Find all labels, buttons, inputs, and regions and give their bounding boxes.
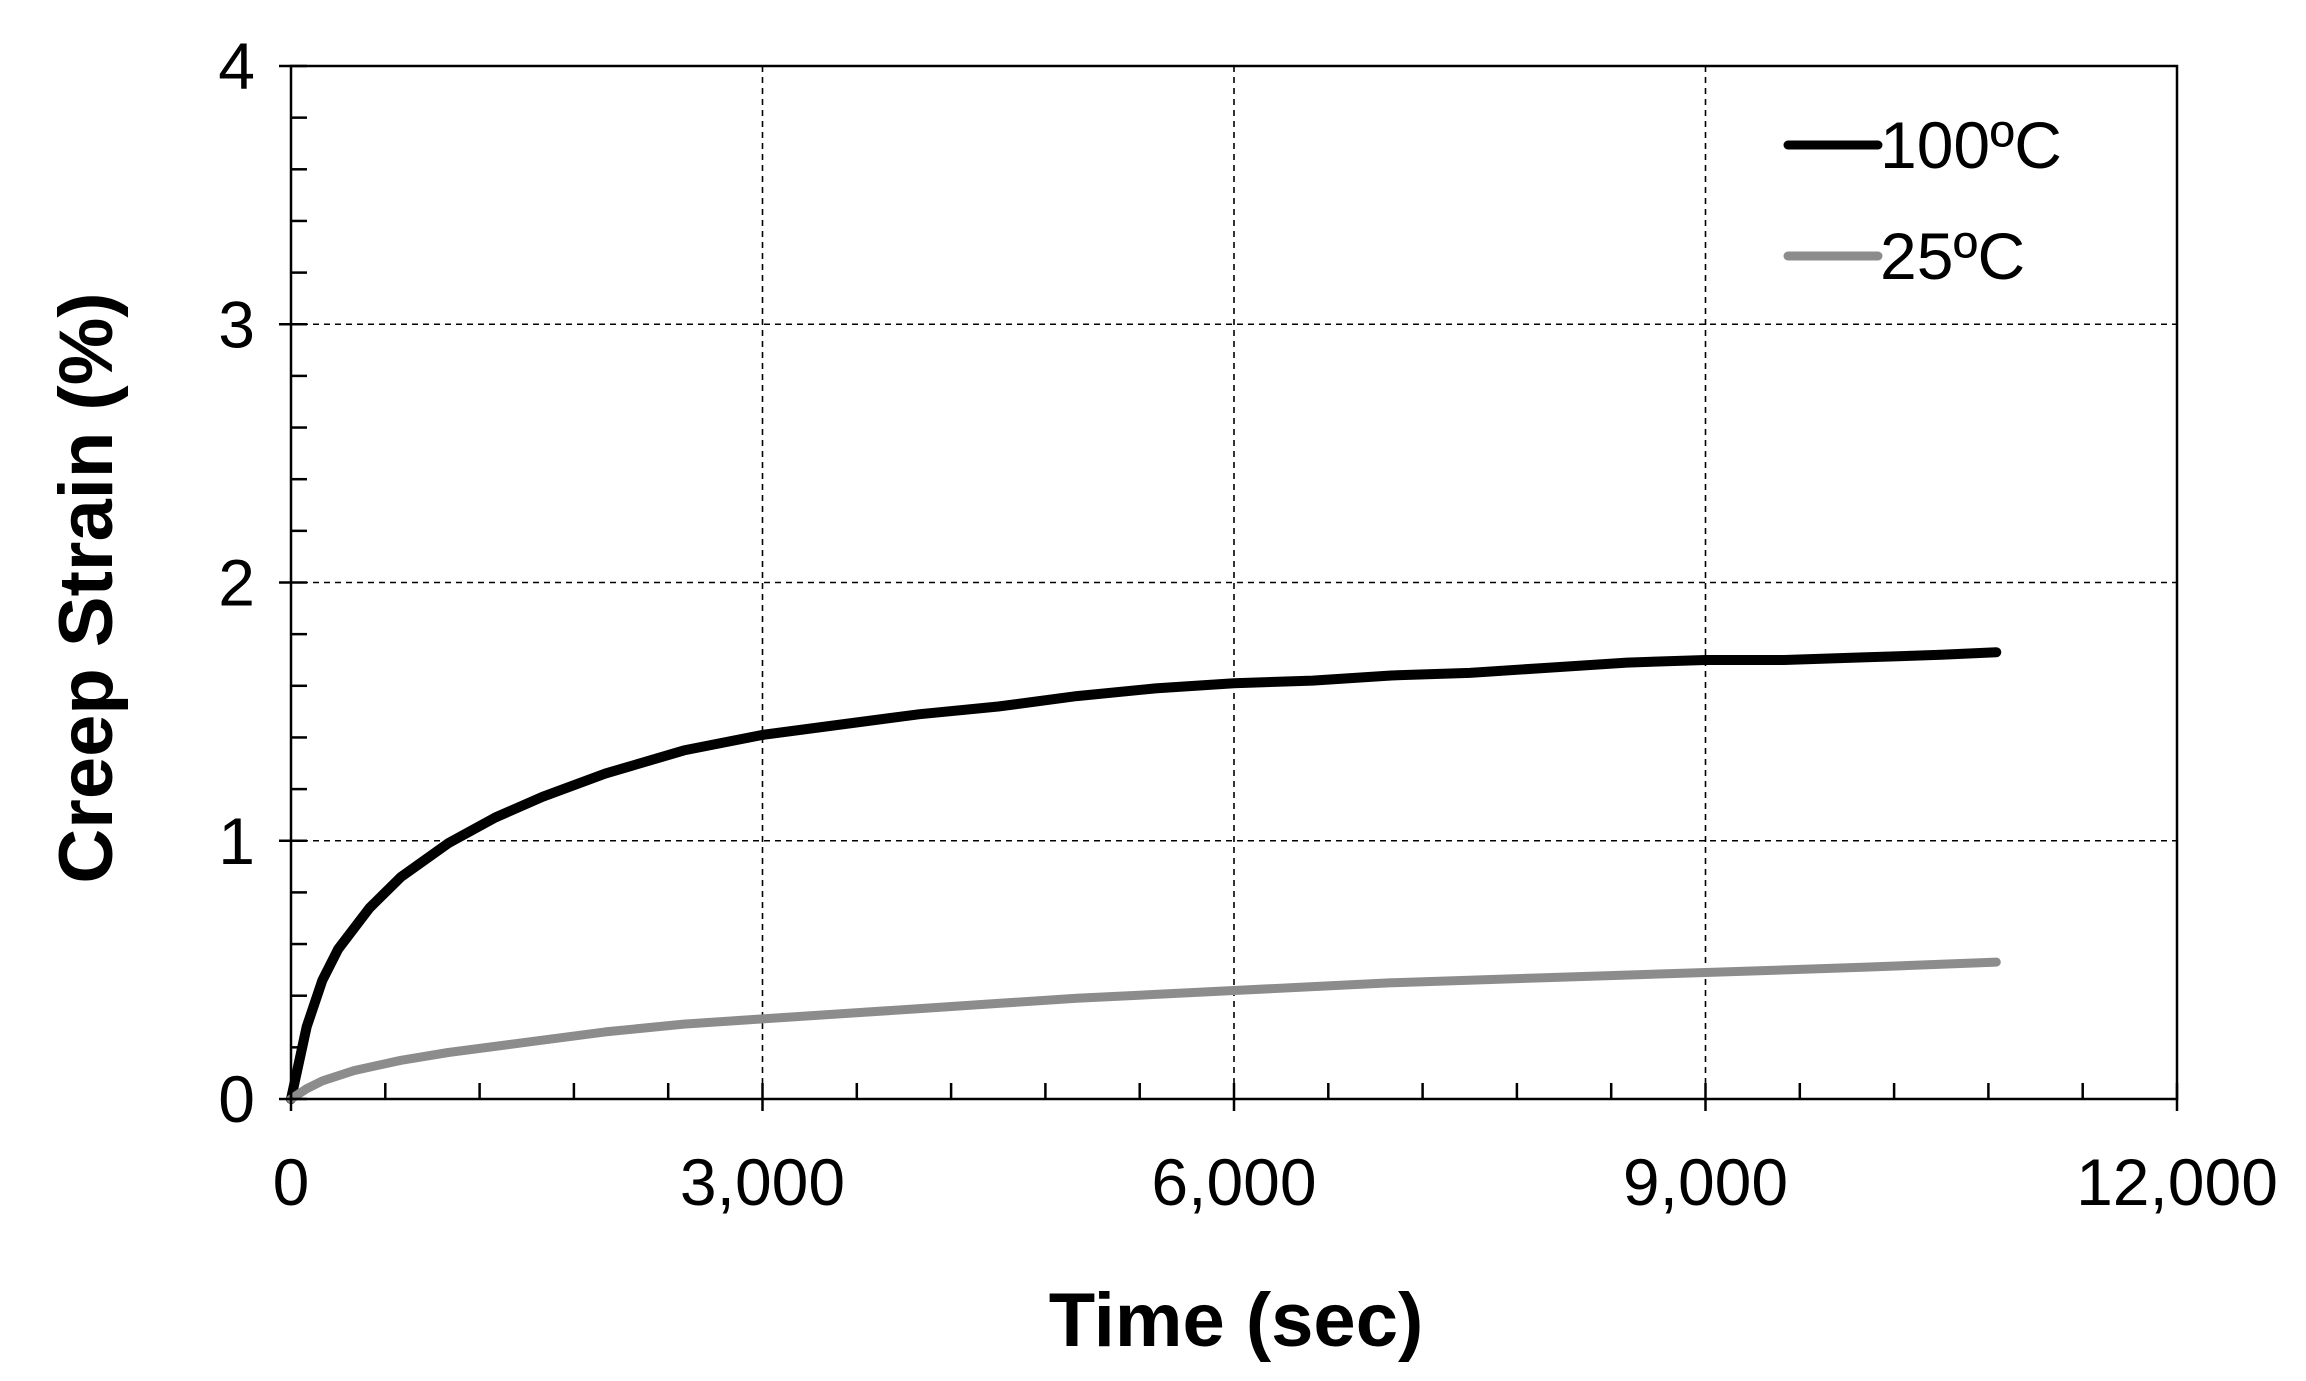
axes — [279, 64, 2179, 1111]
x-tick-label: 0 — [273, 1145, 310, 1219]
series-line-25c — [286, 957, 2001, 1104]
y-tick-label: 4 — [218, 29, 255, 103]
tick-labels: 0 3,000 6,000 9,000 12,000 0 1 2 3 4 — [218, 29, 2278, 1219]
legend: 100ºC 25ºC — [1783, 108, 2062, 293]
x-tick-label: 9,000 — [1623, 1145, 1788, 1219]
x-tick-label: 6,000 — [1151, 1145, 1316, 1219]
y-axis-title: Creep Strain (%) — [44, 292, 129, 883]
y-tick-label: 3 — [218, 287, 255, 361]
series-lines — [286, 647, 2002, 1104]
series-line-100c — [286, 647, 2002, 1104]
x-axis-title: Time (sec) — [1049, 1278, 1424, 1363]
legend-label-100c: 100ºC — [1880, 108, 2062, 182]
y-tick-label: 0 — [218, 1062, 255, 1136]
x-tick-label: 3,000 — [680, 1145, 845, 1219]
y-tick-label: 2 — [218, 546, 255, 620]
x-tick-label: 12,000 — [2076, 1145, 2278, 1219]
grid — [291, 66, 2177, 1099]
y-tick-label: 1 — [218, 804, 255, 878]
legend-label-25c: 25ºC — [1880, 219, 2025, 293]
